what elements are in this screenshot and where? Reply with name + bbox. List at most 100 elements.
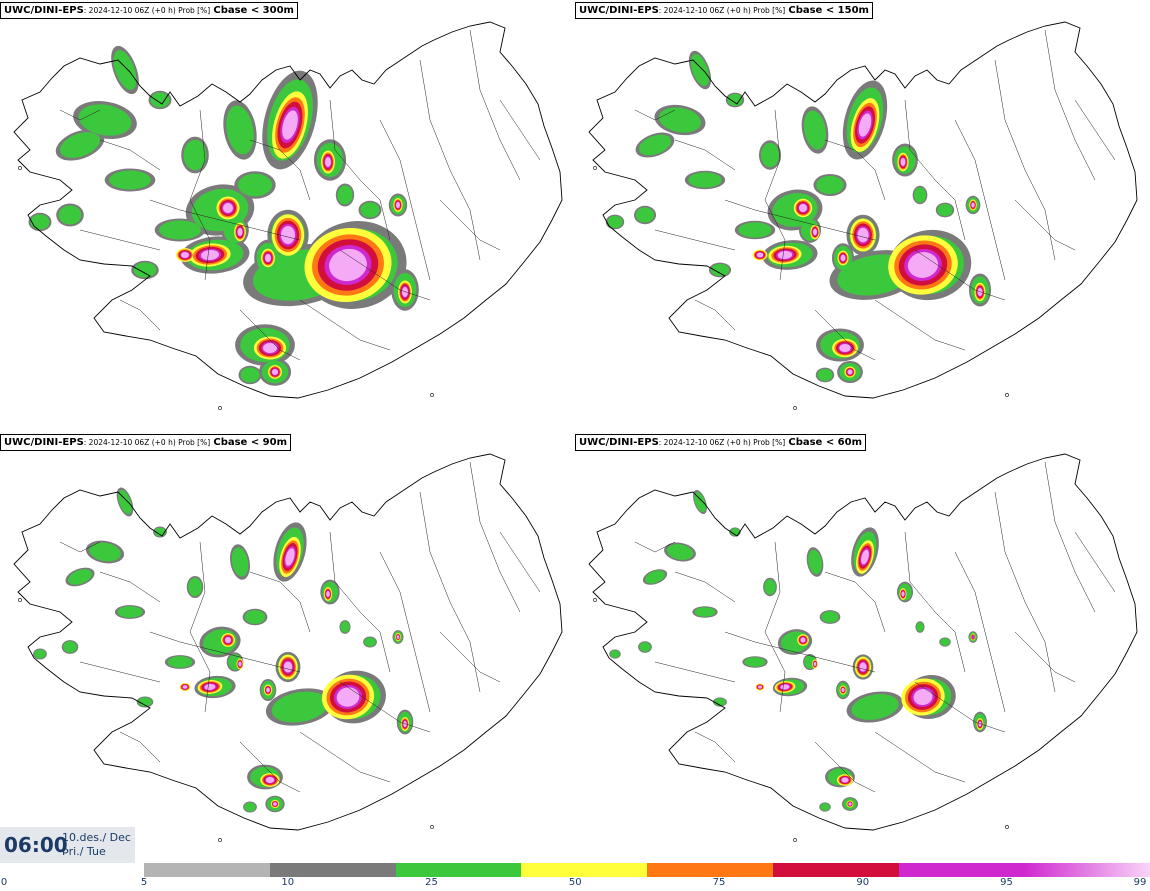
prob-area-25 bbox=[744, 657, 766, 667]
boundary-line bbox=[724, 199, 876, 241]
boundary-line bbox=[419, 491, 481, 693]
boundary-line bbox=[674, 139, 736, 171]
prob-area-99 bbox=[181, 252, 189, 258]
legend-tick-label: 75 bbox=[712, 877, 726, 888]
prob-area-99 bbox=[758, 685, 762, 689]
legend-tick-label: 50 bbox=[568, 877, 582, 888]
legend-segment bbox=[772, 863, 899, 877]
prob-area-99 bbox=[204, 683, 216, 691]
boundary-line bbox=[119, 731, 161, 763]
island bbox=[18, 166, 22, 170]
boundary-line bbox=[694, 731, 736, 763]
prob-area-25 bbox=[159, 220, 201, 240]
boundary-line bbox=[874, 731, 966, 783]
boundary-line bbox=[654, 229, 736, 251]
prob-area-99 bbox=[799, 204, 807, 212]
island bbox=[793, 838, 797, 842]
prob-area-99 bbox=[841, 777, 849, 783]
prob-area-99 bbox=[201, 249, 219, 261]
coastline bbox=[13, 21, 563, 399]
prob-area-99 bbox=[900, 158, 906, 166]
prob-area-99 bbox=[859, 662, 867, 672]
prob-area-99 bbox=[263, 343, 277, 353]
prob-area-25 bbox=[150, 92, 170, 108]
boundary-line bbox=[814, 741, 876, 793]
map-panel-2: UWC/DINI-EPS: 2024-12-10 06Z (+0 h) Prob… bbox=[575, 0, 1150, 430]
prob-area-99 bbox=[403, 721, 407, 727]
prob-area-99 bbox=[913, 688, 933, 706]
prob-area-99 bbox=[800, 637, 806, 643]
prob-area-99 bbox=[813, 662, 817, 666]
prob-area-25 bbox=[117, 606, 143, 618]
prob-area-25 bbox=[738, 222, 772, 238]
prob-area-25 bbox=[688, 172, 722, 188]
boundary-line bbox=[814, 309, 876, 361]
prob-area-99 bbox=[237, 228, 243, 236]
boundary-line bbox=[299, 731, 391, 783]
model-name: UWC/DINI-EPS bbox=[579, 5, 659, 16]
prob-area-25 bbox=[364, 637, 376, 647]
prob-area-25 bbox=[63, 641, 77, 653]
prob-area-25 bbox=[639, 642, 651, 652]
prob-area-99 bbox=[848, 802, 852, 806]
prob-area-99 bbox=[285, 548, 295, 566]
prob-area-25 bbox=[913, 187, 927, 203]
prob-area-99 bbox=[839, 344, 851, 352]
boundary-line bbox=[824, 571, 886, 633]
prob-area-25 bbox=[67, 569, 93, 585]
boundary-line bbox=[914, 249, 1006, 301]
prob-area-99 bbox=[841, 688, 845, 692]
legend-segment bbox=[898, 863, 1025, 877]
parameter-name: Cbase < 90m bbox=[213, 437, 288, 448]
panel-title-3: UWC/DINI-EPS: 2024-12-10 06Z (+0 h) Prob… bbox=[0, 434, 292, 451]
prob-area-99 bbox=[182, 685, 188, 689]
prob-area-25 bbox=[231, 547, 249, 577]
prob-area-25 bbox=[727, 93, 743, 107]
boundary-line bbox=[299, 299, 391, 351]
boundary-line bbox=[634, 109, 676, 121]
boundary-line bbox=[59, 541, 101, 553]
prob-area-25 bbox=[666, 544, 694, 560]
boundary-line bbox=[439, 631, 501, 683]
prob-area-25 bbox=[188, 577, 202, 597]
prob-area-25 bbox=[58, 205, 82, 225]
valid-time-box: 06:00 10.des./ Dec Þri./ Tue bbox=[0, 827, 135, 863]
legend-tick-label: 10 bbox=[281, 877, 295, 888]
boundary-line bbox=[994, 59, 1056, 261]
boundary-line bbox=[149, 631, 301, 673]
boundary-line bbox=[634, 541, 676, 553]
prob-area-25 bbox=[607, 215, 623, 229]
prob-area-99 bbox=[813, 228, 817, 236]
map-canvas-4 bbox=[588, 453, 1138, 842]
boundary-line bbox=[99, 139, 161, 171]
island bbox=[218, 406, 222, 410]
prob-area-25 bbox=[244, 802, 256, 812]
island bbox=[18, 598, 22, 602]
color-legend-bar bbox=[144, 863, 1150, 877]
island bbox=[593, 166, 597, 170]
prob-area-99 bbox=[977, 288, 983, 296]
boundary-line bbox=[439, 199, 501, 251]
island bbox=[218, 838, 222, 842]
legend-tick-label: 5 bbox=[140, 877, 148, 888]
panel-title-2: UWC/DINI-EPS: 2024-12-10 06Z (+0 h) Prob… bbox=[575, 2, 873, 19]
boundary-line bbox=[1074, 99, 1116, 161]
map-panel-1: UWC/DINI-EPS: 2024-12-10 06Z (+0 h) Prob… bbox=[0, 0, 575, 430]
prob-area-25 bbox=[730, 528, 740, 536]
prob-area-99 bbox=[777, 250, 793, 260]
map-panel-4: UWC/DINI-EPS: 2024-12-10 06Z (+0 h) Prob… bbox=[575, 432, 1150, 862]
boundary-line bbox=[59, 109, 101, 121]
run-meta: : 2024-12-10 06Z (+0 h) Prob [%] bbox=[83, 438, 211, 447]
boundary-line bbox=[99, 571, 161, 603]
boundary-line bbox=[79, 661, 161, 683]
boundary-line bbox=[119, 299, 161, 331]
boundary-line bbox=[904, 99, 966, 241]
boundary-line bbox=[724, 631, 876, 673]
map-panel-3: UWC/DINI-EPS: 2024-12-10 06Z (+0 h) Prob… bbox=[0, 432, 575, 862]
prob-area-25 bbox=[694, 492, 706, 512]
valid-date: 10.des./ Dec Þri./ Tue bbox=[62, 831, 131, 859]
prob-area-99 bbox=[326, 591, 330, 597]
coastline bbox=[588, 21, 1138, 399]
prob-area-99 bbox=[329, 248, 367, 282]
prob-area-25 bbox=[710, 263, 730, 277]
